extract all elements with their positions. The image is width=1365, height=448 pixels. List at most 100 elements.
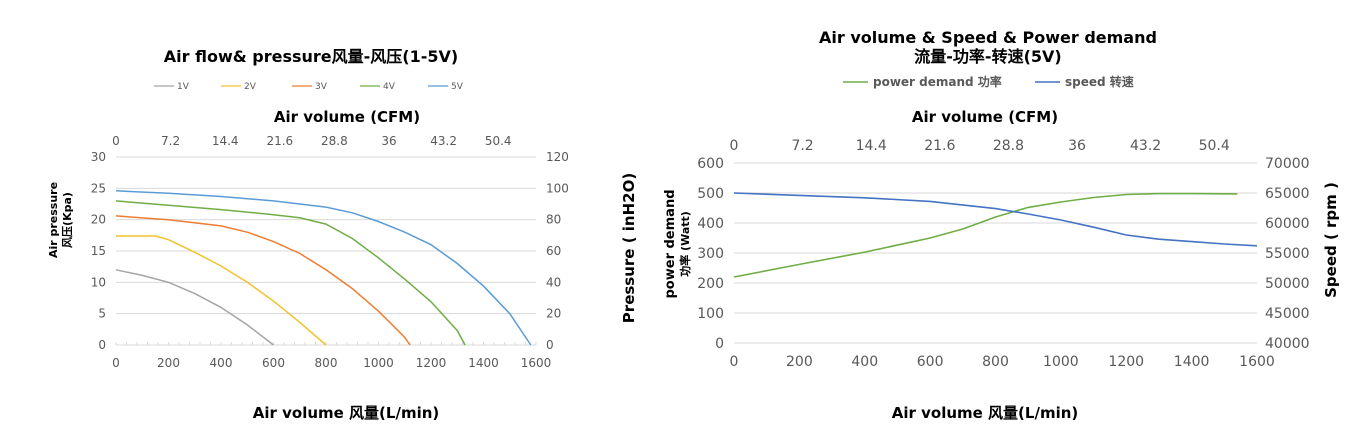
chart2-x-tick: 600: [917, 354, 944, 370]
chart2-series-power-line: [733, 192, 1238, 278]
chart2-y2-tick: 60000: [1265, 216, 1310, 232]
chart2-y-inner-label-line1: power demand: [663, 189, 678, 298]
chart1-x2-tick: 21.6: [266, 134, 293, 148]
chart1-y-tick: 30: [91, 150, 106, 164]
chart1-x2-tick: 0: [112, 134, 120, 148]
chart2-axes: 0100200300400500600400004500050000550006…: [697, 138, 1309, 370]
chart1-x-tick: 1400: [468, 356, 499, 370]
chart1-x-tick: 1200: [416, 356, 447, 370]
chart2-y-tick: 200: [697, 276, 724, 292]
chart1-x2-tick: 28.8: [321, 134, 348, 148]
chart1-series-3V-line: [115, 215, 411, 346]
chart2-y-tick: 400: [697, 216, 724, 232]
chart1-title: Air flow& pressure风量-风压(1-5V): [164, 47, 458, 66]
chart2-x2-tick: 21.6: [924, 138, 955, 154]
chart2-y2-tick: 50000: [1265, 276, 1310, 292]
chart1-x-tick: 800: [315, 356, 338, 370]
chart2-gridlines: [734, 162, 1257, 344]
chart2-y-tick: 100: [697, 306, 724, 322]
chart1-y-tick: 15: [91, 244, 106, 258]
chart1-y2-tick: 0: [546, 338, 554, 352]
chart1-legend-label-1V: 1V: [177, 82, 190, 92]
chart1-y2-tick: 80: [546, 213, 561, 227]
chart2-y2-tick: 65000: [1265, 186, 1310, 202]
chart1-x-tick: 1000: [363, 356, 394, 370]
chart1-x2-tick: 7.2: [161, 134, 180, 148]
chart2-y-outer-label: Pressure ( inH2O): [620, 173, 638, 323]
chart1-series-5V-line: [115, 190, 532, 346]
chart1-x2-tick: 43.2: [430, 134, 457, 148]
chart1-legend-label-3V: 3V: [315, 82, 328, 92]
chart1-y-tick: 10: [91, 275, 106, 289]
chart2-y-tick: 600: [697, 156, 724, 172]
chart1-y-label-line2: 风压(Kpa): [60, 192, 74, 248]
chart2-x-tick: 1000: [1043, 354, 1079, 370]
chart2-y-tick: 300: [697, 246, 724, 262]
chart1-legend-label-5V: 5V: [451, 82, 464, 92]
chart1-legend-label-2V: 2V: [244, 82, 257, 92]
chart2-title-line1: Air volume & Speed & Power demand: [819, 28, 1157, 47]
chart1-gridlines: [116, 156, 536, 346]
chart2-y-tick: 500: [697, 186, 724, 202]
chart1-x-tick: 400: [210, 356, 233, 370]
chart2-x2-tick: 14.4: [856, 138, 887, 154]
chart1-legend-label-4V: 4V: [383, 82, 396, 92]
chart1-y-tick: 20: [91, 213, 106, 227]
chart2-y-tick: 0: [715, 336, 724, 352]
chart2-legend: power demand 功率 speed 转速: [843, 74, 1134, 89]
chart2-legend-label-speed: speed 转速: [1065, 74, 1134, 89]
chart1-x-tick: 1600: [521, 356, 552, 370]
chart1-x2-tick: 36: [381, 134, 396, 148]
chart1-y2-tick: 40: [546, 275, 561, 289]
chart2-title-line2: 流量-功率-转速(5V): [914, 47, 1061, 66]
chart1-y-tick: 0: [98, 338, 106, 352]
chart2-y2-tick: 40000: [1265, 336, 1310, 352]
chart1-y2-tick: 120: [546, 150, 569, 164]
chart1-y-label-line1: Air pressure: [47, 182, 60, 258]
chart2-x2-tick: 7.2: [791, 138, 813, 154]
chart2-x-tick: 200: [786, 354, 813, 370]
chart2-x-tick: 800: [982, 354, 1009, 370]
chart1-y-tick: 25: [91, 181, 106, 195]
chart1-top-axis-title: Air volume (CFM): [274, 108, 420, 126]
chart1-x2-tick: 14.4: [212, 134, 239, 148]
chart1-x-tick: 600: [262, 356, 285, 370]
chart1-series-4V-line: [115, 200, 466, 346]
chart1-y2-tick: 20: [546, 307, 561, 321]
chart2-y-inner-label-line2: 功率 (Watt): [678, 211, 692, 277]
chart1-x-tick: 0: [112, 356, 120, 370]
chart2-y2-label: Speed ( rpm ): [1322, 182, 1340, 298]
chart2-x2-tick: 50.4: [1199, 138, 1230, 154]
chart2-x-tick: 1600: [1239, 354, 1275, 370]
chart2-x-tick: 1200: [1108, 354, 1144, 370]
chart2-x2-tick: 0: [730, 138, 739, 154]
chart2-x-tick: 0: [730, 354, 739, 370]
chart2-x-tick: 400: [851, 354, 878, 370]
chart2-x2-tick: 28.8: [993, 138, 1024, 154]
chart1-series-1V-line: [115, 269, 274, 346]
chart1-x-axis-title: Air volume 风量(L/min): [253, 404, 440, 422]
chart2-top-axis-title: Air volume (CFM): [912, 108, 1058, 126]
chart1-series-2V-line: [116, 235, 327, 346]
chart2-x2-tick: 36: [1068, 138, 1086, 154]
chart-volume-speed-power: Air volume & Speed & Power demand 流量-功率-…: [620, 28, 1340, 422]
chart2-x2-tick: 43.2: [1130, 138, 1161, 154]
chart1-y2-tick: 100: [546, 181, 569, 195]
chart2-x-tick: 1400: [1174, 354, 1210, 370]
chart2-x-axis-title: Air volume 风量(L/min): [892, 404, 1079, 422]
chart1-x2-tick: 50.4: [485, 134, 512, 148]
chart1-legend: 1V 2V 3V 4V 5V: [154, 82, 464, 92]
chart1-x-tick: 200: [157, 356, 180, 370]
chart2-y2-tick: 45000: [1265, 306, 1310, 322]
chart2-series: [733, 192, 1258, 278]
chart2-series-speed-line: [733, 192, 1258, 247]
chart1-series: [115, 190, 532, 346]
chart1-y2-tick: 60: [546, 244, 561, 258]
chart1-y-tick: 5: [98, 307, 106, 321]
chart2-y2-tick: 55000: [1265, 246, 1310, 262]
chart2-y2-tick: 70000: [1265, 156, 1310, 172]
chart2-legend-label-power: power demand 功率: [873, 74, 1002, 89]
chart-air-flow-pressure: Air flow& pressure风量-风压(1-5V) 1V 2V 3V 4V 5V…: [47, 47, 569, 422]
